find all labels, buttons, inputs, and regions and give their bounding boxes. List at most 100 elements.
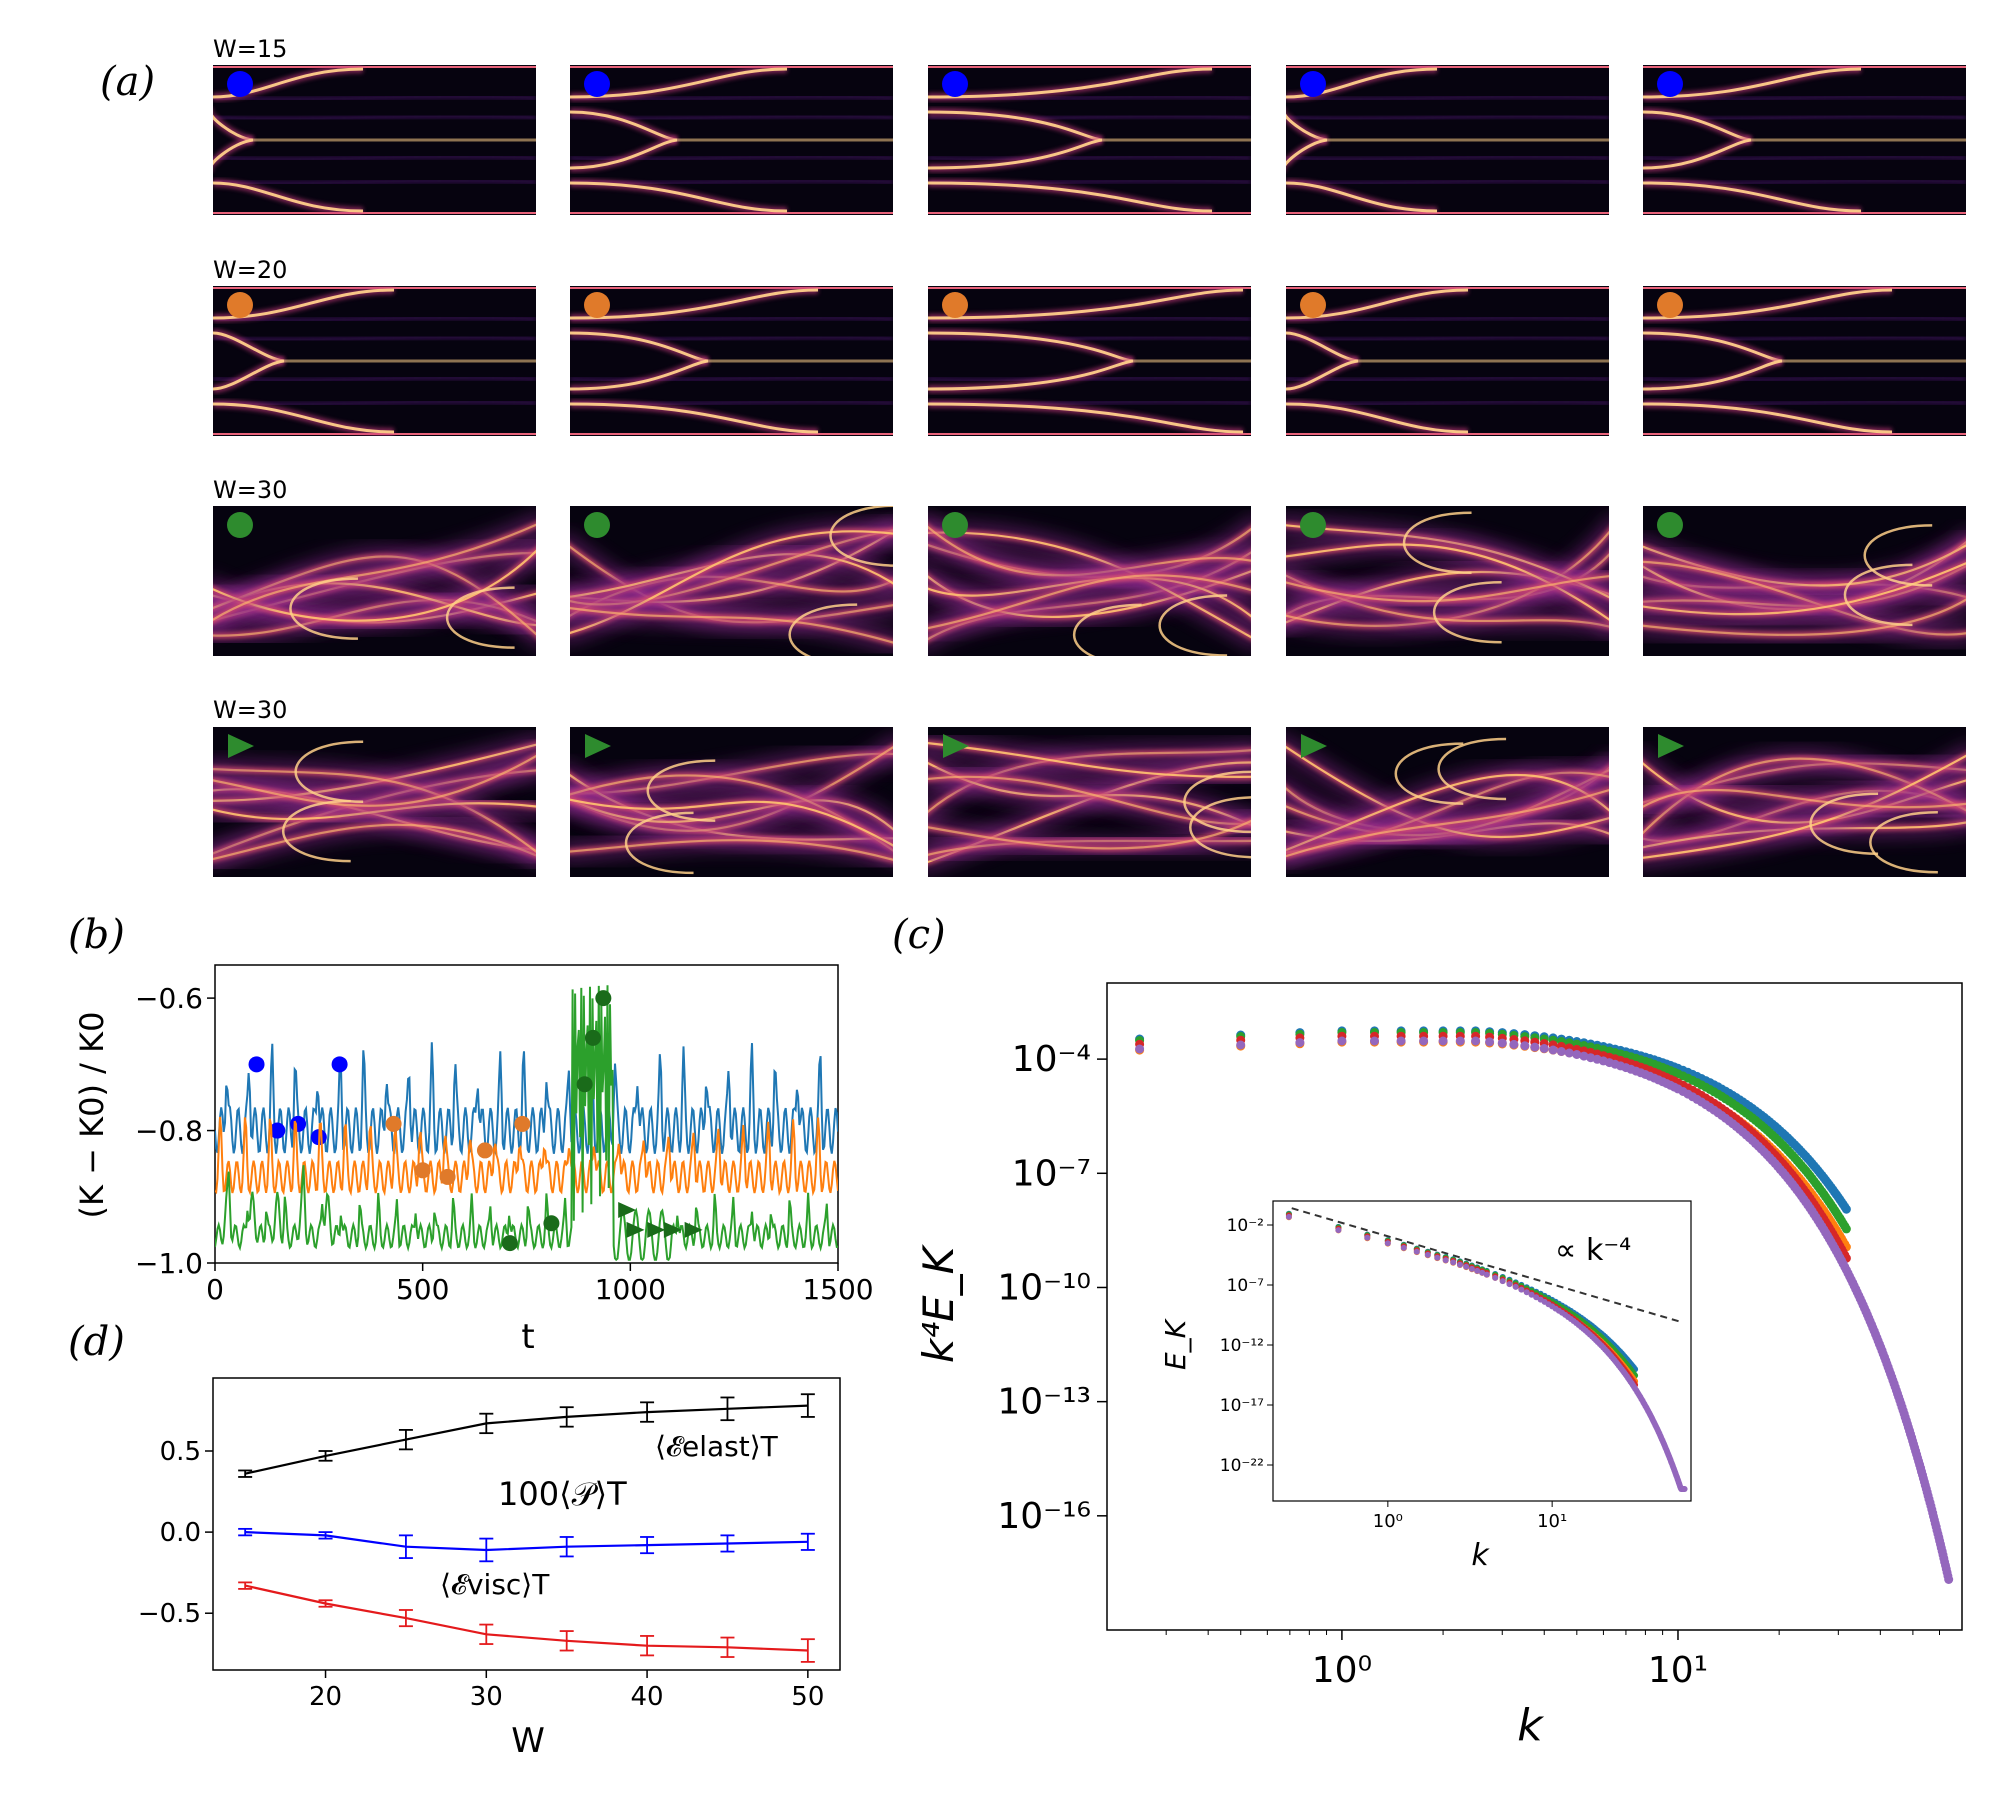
- panel-b-xtick-label: 500: [396, 1273, 449, 1306]
- panel-d-errorbar: [800, 1532, 815, 1551]
- inset-reference-label: ∝ k⁻⁴: [1555, 1233, 1631, 1268]
- inset-point: [1413, 1248, 1420, 1255]
- snapshot-tile: [213, 286, 536, 436]
- row-marker-circle: [942, 292, 968, 318]
- panel-d-errorbar: [720, 1396, 735, 1422]
- row-marker-triangle: [585, 734, 611, 758]
- panel-b-marker-triangle: [647, 1221, 666, 1238]
- panel-c-point: [1295, 1038, 1305, 1048]
- row-marker-triangle: [1658, 734, 1684, 758]
- panel-d-errorbar: [559, 1536, 574, 1558]
- panel-c-point: [1579, 1051, 1589, 1061]
- panel-b-marker-circle: [248, 1056, 265, 1073]
- panel-d-errorbar: [238, 1581, 253, 1590]
- panel-b-marker-circle: [385, 1115, 402, 1132]
- panel-label-b: (b): [68, 912, 125, 958]
- inset-point: [1384, 1240, 1391, 1247]
- panel-d-errorbar: [559, 1630, 574, 1652]
- panel-d-axes-frame: [212, 1377, 841, 1671]
- row-marker-circle: [227, 292, 253, 318]
- panel-b-marker-circle: [595, 990, 612, 1007]
- row-marker-circle: [227, 71, 253, 97]
- panel-c-point: [1841, 1224, 1851, 1234]
- panel-c-point: [1396, 1036, 1406, 1046]
- inset-point: [1523, 1289, 1530, 1296]
- snapshot-tile: [1643, 65, 1966, 215]
- snapshot-tile: [928, 65, 1251, 215]
- snapshot-tile: [1643, 286, 1966, 436]
- panel-b-marker-circle: [476, 1142, 493, 1159]
- panel-b-xtick-label: 1000: [595, 1273, 666, 1306]
- inset-point: [1492, 1274, 1499, 1281]
- inset-point: [1518, 1286, 1525, 1293]
- panel-d-errorbar: [318, 1531, 333, 1540]
- panel-c-ytick-label: 10⁻¹⁶: [997, 1496, 1091, 1537]
- panel-c-point: [1337, 1036, 1347, 1046]
- snapshot-tile: [928, 286, 1251, 436]
- panel-b-marker-triangle: [684, 1221, 703, 1238]
- panel-c-point: [1471, 1036, 1481, 1046]
- snapshot-tile: [928, 506, 1251, 656]
- panel-c-series: [1135, 1028, 1851, 1234]
- panel-c-point: [1564, 1048, 1574, 1058]
- snapshot-tile: [213, 65, 536, 215]
- snapshot-tile: [213, 506, 536, 656]
- snapshot-tile: [1286, 727, 1609, 877]
- panel-d-errorbar: [800, 1393, 815, 1418]
- row-marker-circle: [1300, 71, 1326, 97]
- panel-b-ytick-label: −1.0: [135, 1247, 203, 1280]
- panel-c-ytick-label: 10⁻⁷: [1012, 1153, 1091, 1194]
- panel-label-a: (a): [100, 59, 155, 105]
- snapshot-tile: [1286, 286, 1609, 436]
- panel-label-d: (d): [68, 1319, 125, 1365]
- inset-xtick-label: 10⁰: [1373, 1511, 1403, 1532]
- inset-point: [1457, 1261, 1463, 1268]
- row-marker-circle: [1300, 292, 1326, 318]
- snapshot-tile: [570, 506, 893, 656]
- row-marker-circle: [1657, 512, 1683, 538]
- row-marker-triangle: [943, 734, 969, 758]
- panel-c-point: [1419, 1036, 1429, 1046]
- panel-c-ytick-label: 10⁻¹⁰: [997, 1267, 1091, 1308]
- panel-d-series: [238, 1527, 815, 1563]
- inset-ylabel: E_K: [1159, 1317, 1192, 1370]
- panel-d-series-line: [244, 1404, 808, 1475]
- panel-c-point: [1509, 1039, 1519, 1049]
- row-marker-triangle: [228, 734, 254, 758]
- panel-d-errorbar: [238, 1527, 253, 1537]
- inset-point: [1442, 1257, 1449, 1264]
- row-label-w30-circle: W=30: [213, 476, 287, 504]
- panel-c-point: [1841, 1204, 1851, 1214]
- panel-c-point: [1944, 1575, 1954, 1584]
- panel-d-errorbar: [398, 1609, 413, 1628]
- panel-c-point: [1455, 1036, 1465, 1046]
- inset-point: [1335, 1227, 1342, 1234]
- panel-b-series-line: [215, 985, 838, 1262]
- panel-d-errorbar: [479, 1412, 494, 1435]
- inset-point: [1364, 1234, 1371, 1241]
- panel-c-point: [1438, 1036, 1448, 1046]
- panel-c-ytick-label: 10⁻⁴: [1012, 1039, 1091, 1080]
- panel-b-marker-circle: [290, 1115, 307, 1132]
- panel-c-point: [1530, 1042, 1540, 1052]
- panel-d-errorbar: [318, 1599, 333, 1608]
- panel-d-errorbar: [640, 1536, 655, 1555]
- inset-xlabel: k: [1471, 1538, 1490, 1573]
- row-marker-circle: [942, 512, 968, 538]
- inset-point: [1434, 1254, 1441, 1261]
- row-label-w15: W=15: [213, 35, 287, 63]
- snapshot-tile: [1286, 65, 1609, 215]
- panel-c-series: [1135, 1036, 1954, 1584]
- panel-c-inset: 10⁰ 10¹ 10⁻² 10⁻⁷ 10⁻¹² 10⁻¹⁷ 10⁻²² ∝ k⁻⁴ k E_…: [1159, 1200, 1692, 1573]
- panel-d-errorbar: [559, 1406, 574, 1428]
- inset-point: [1285, 1213, 1292, 1220]
- panel-d-errorbar: [800, 1638, 815, 1663]
- panel-d-series-line: [245, 1531, 808, 1552]
- snapshot-tile: [1643, 506, 1966, 656]
- inset-ytick-label: 10⁻¹²: [1220, 1336, 1264, 1356]
- inset-point: [1499, 1278, 1506, 1285]
- panel-b-xtick-label: 1500: [802, 1273, 873, 1306]
- panel-c-point: [1370, 1036, 1379, 1046]
- inset-xtick-label: 10¹: [1537, 1511, 1567, 1532]
- inset-point: [1528, 1291, 1535, 1298]
